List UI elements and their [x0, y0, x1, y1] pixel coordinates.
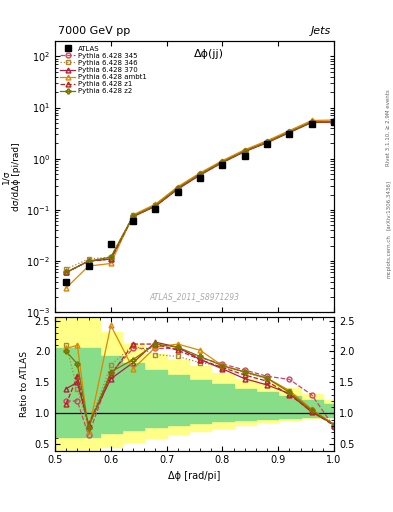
- Legend: ATLAS, Pythia 6.428 345, Pythia 6.428 346, Pythia 6.428 370, Pythia 6.428 ambt1,: ATLAS, Pythia 6.428 345, Pythia 6.428 34…: [59, 45, 148, 95]
- Text: 7000 GeV pp: 7000 GeV pp: [58, 26, 130, 35]
- Text: Rivet 3.1.10, ≥ 2.9M events: Rivet 3.1.10, ≥ 2.9M events: [386, 90, 391, 166]
- X-axis label: Δϕ [rad/pi]: Δϕ [rad/pi]: [168, 471, 221, 481]
- Y-axis label: 1/σ
dσ/dΔϕ [pi/rad]: 1/σ dσ/dΔϕ [pi/rad]: [1, 142, 20, 211]
- Y-axis label: Ratio to ATLAS: Ratio to ATLAS: [20, 351, 29, 417]
- Text: [arXiv:1306.3436]: [arXiv:1306.3436]: [386, 180, 391, 230]
- Text: mcplots.cern.ch: mcplots.cern.ch: [386, 234, 391, 278]
- Text: Jets: Jets: [311, 26, 331, 35]
- Text: ATLAS_2011_S8971293: ATLAS_2011_S8971293: [149, 292, 240, 302]
- Text: Δϕ(jj): Δϕ(jj): [193, 49, 224, 59]
